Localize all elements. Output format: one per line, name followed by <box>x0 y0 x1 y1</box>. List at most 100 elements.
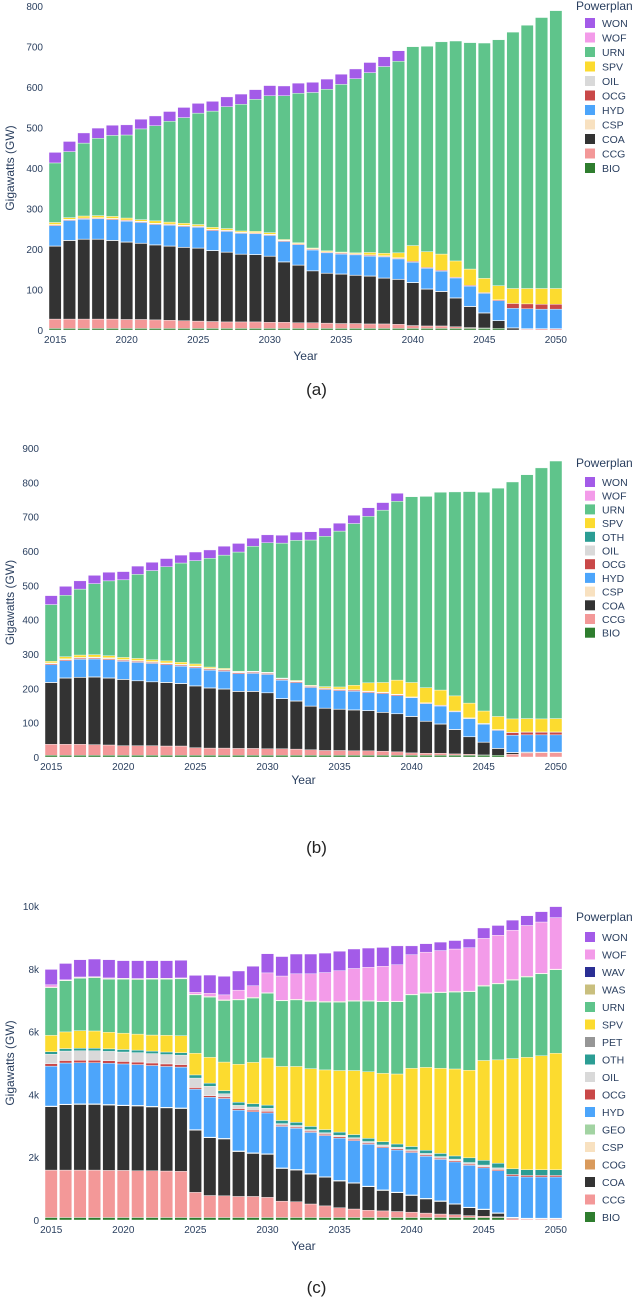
bar-segment-ccg-2021[interactable] <box>134 319 148 329</box>
bar-segment-hyd-2049[interactable] <box>535 308 548 329</box>
bar-segment-oil-2028[interactable] <box>232 1105 246 1109</box>
bar-segment-ccg-2040[interactable] <box>405 752 419 756</box>
bar-segment-hyd-2046[interactable] <box>492 300 505 321</box>
bar-segment-ocg-2026[interactable] <box>203 1095 217 1098</box>
bar-segment-spv-2027[interactable] <box>217 1061 231 1091</box>
bar-segment-urn-2034[interactable] <box>320 89 334 252</box>
bar-segment-coa-2024[interactable] <box>177 247 191 321</box>
bar-segment-wof-2035[interactable] <box>333 970 346 1002</box>
bar-segment-urn-2027[interactable] <box>217 554 231 669</box>
bar-segment-spv-2040[interactable] <box>405 682 419 698</box>
bar-segment-ccg-2036[interactable] <box>347 750 361 756</box>
bar-segment-urn-2048[interactable] <box>520 976 534 1058</box>
bar-segment-coa-2026[interactable] <box>206 250 219 322</box>
bar-segment-coa-2028[interactable] <box>234 254 248 323</box>
bar-segment-bio-2040[interactable] <box>405 755 419 758</box>
bar-segment-bio-2030[interactable] <box>261 755 274 758</box>
bar-segment-urn-2045[interactable] <box>477 985 491 1061</box>
bar-segment-hyd-2040[interactable] <box>405 697 419 717</box>
bar-segment-urn-2034[interactable] <box>318 1001 332 1071</box>
legend-item-ccg[interactable]: CCG <box>585 1194 625 1207</box>
bar-segment-hyd-2050[interactable] <box>549 308 563 329</box>
bar-segment-hyd-2020[interactable] <box>120 221 134 243</box>
bar-segment-coa-2046[interactable] <box>492 320 505 329</box>
legend-item-urn[interactable]: URN <box>585 1002 625 1014</box>
bar-segment-urn-2020[interactable] <box>120 134 134 219</box>
bar-segment-hyd-2037[interactable] <box>361 692 375 711</box>
bar-segment-urn-2023[interactable] <box>160 978 173 1036</box>
legend-item-urn[interactable]: URN <box>585 504 625 516</box>
bar-segment-bio-2034[interactable] <box>318 755 332 758</box>
bar-segment-hyd-2038[interactable] <box>377 256 391 279</box>
bar-segment-won-2017[interactable] <box>73 580 87 590</box>
bar-segment-coa-2037[interactable] <box>363 275 377 325</box>
bar-segment-oil-2045[interactable] <box>477 1164 491 1167</box>
bar-segment-urn-2046[interactable] <box>491 487 505 717</box>
bar-segment-hyd-2019[interactable] <box>102 659 116 679</box>
bar-segment-bio-2036[interactable] <box>349 328 362 331</box>
bar-segment-coa-2035[interactable] <box>333 709 346 751</box>
bar-segment-urn-2015[interactable] <box>44 604 58 662</box>
bar-segment-won-2032[interactable] <box>289 953 303 975</box>
bar-segment-ccg-2015[interactable] <box>48 318 62 329</box>
bar-segment-spv-2049[interactable] <box>535 288 548 305</box>
bar-segment-bio-2025[interactable] <box>191 328 205 331</box>
bar-segment-urn-2027[interactable] <box>217 1000 231 1063</box>
bar-segment-won-2023[interactable] <box>160 558 173 567</box>
legend-item-wav[interactable]: WAV <box>585 967 625 979</box>
bar-segment-hyd-2029[interactable] <box>246 1111 260 1154</box>
bar-segment-coa-2017[interactable] <box>77 239 91 320</box>
bar-segment-wof-2047[interactable] <box>506 929 519 980</box>
bar-segment-spv-2036[interactable] <box>347 1070 361 1135</box>
bar-segment-urn-2044[interactable] <box>463 42 477 270</box>
bar-segment-bio-2046[interactable] <box>492 328 505 331</box>
bar-segment-urn-2039[interactable] <box>390 1001 404 1075</box>
bar-segment-hyd-2038[interactable] <box>376 693 390 713</box>
bar-segment-oth-2046[interactable] <box>491 1162 505 1169</box>
bar-segment-bio-2043[interactable] <box>449 328 463 331</box>
bar-segment-oth-2049[interactable] <box>534 1169 548 1176</box>
bar-segment-hyd-2042[interactable] <box>434 705 447 725</box>
bar-segment-urn-2024[interactable] <box>177 117 191 224</box>
bar-segment-oth-2032[interactable] <box>289 1122 303 1126</box>
bar-segment-spv-2030[interactable] <box>263 232 277 235</box>
bar-segment-hyd-2023[interactable] <box>163 225 176 247</box>
bar-segment-urn-2036[interactable] <box>349 78 362 254</box>
bar-segment-coa-2021[interactable] <box>134 243 148 320</box>
bar-segment-hyd-2017[interactable] <box>73 659 87 678</box>
bar-segment-urn-2039[interactable] <box>390 501 404 681</box>
bar-segment-coa-2017[interactable] <box>73 677 87 745</box>
bar-segment-won-2027[interactable] <box>217 976 231 996</box>
bar-segment-spv-2034[interactable] <box>318 686 332 689</box>
bar-segment-coa-2032[interactable] <box>289 1169 303 1202</box>
bar-segment-oth-2021[interactable] <box>131 1049 145 1053</box>
bar-segment-urn-2041[interactable] <box>419 993 433 1068</box>
bar-segment-bio-2044[interactable] <box>463 328 477 331</box>
bar-segment-ccg-2019[interactable] <box>102 1170 116 1218</box>
bar-segment-coa-2046[interactable] <box>491 748 505 756</box>
bar-segment-ccg-2018[interactable] <box>88 744 101 756</box>
bar-segment-spv-2050[interactable] <box>549 1053 563 1170</box>
bar-segment-bio-2042[interactable] <box>434 755 447 758</box>
bar-segment-oth-2031[interactable] <box>275 1120 289 1124</box>
bar-segment-urn-2018[interactable] <box>88 977 101 1032</box>
bar-segment-coa-2018[interactable] <box>88 676 101 745</box>
bar-segment-urn-2033[interactable] <box>306 92 320 249</box>
bar-segment-urn-2016[interactable] <box>63 151 76 218</box>
bar-segment-spv-2044[interactable] <box>462 1070 476 1159</box>
bar-segment-coa-2030[interactable] <box>261 1154 274 1198</box>
bar-segment-bio-2033[interactable] <box>304 755 318 758</box>
bar-segment-hyd-2041[interactable] <box>420 268 434 290</box>
bar-segment-spv-2039[interactable] <box>390 679 404 695</box>
bar-segment-bio-2024[interactable] <box>177 328 191 331</box>
bar-segment-oth-2045[interactable] <box>477 1160 491 1166</box>
bar-segment-hyd-2039[interactable] <box>390 695 404 714</box>
bar-segment-urn-2022[interactable] <box>145 978 159 1036</box>
bar-segment-urn-2017[interactable] <box>77 142 91 217</box>
legend-item-csp[interactable]: CSP <box>585 1142 624 1154</box>
bar-segment-oth-2029[interactable] <box>246 1103 260 1108</box>
bar-segment-spv-2018[interactable] <box>88 654 101 658</box>
bar-segment-wof-2034[interactable] <box>318 972 332 1002</box>
bar-segment-urn-2037[interactable] <box>363 72 377 253</box>
bar-segment-coa-2042[interactable] <box>434 723 447 754</box>
